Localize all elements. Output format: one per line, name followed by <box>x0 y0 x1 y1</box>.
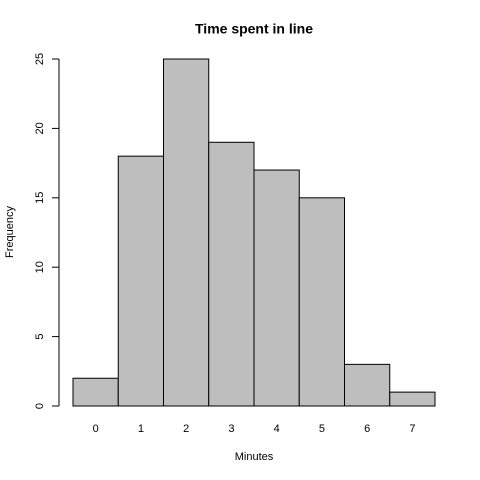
bar <box>117 155 164 407</box>
x-tick-label: 3 <box>228 423 234 435</box>
y-tick-label: 25 <box>34 53 46 65</box>
bar <box>298 197 345 407</box>
x-tick-label: 7 <box>409 423 415 435</box>
x-tick-label: 6 <box>364 423 370 435</box>
y-axis-label: Frequency <box>4 206 16 258</box>
y-tick-label: 0 <box>34 403 46 409</box>
bar <box>344 363 391 407</box>
bar <box>163 58 210 407</box>
x-tick-label: 4 <box>274 423 280 435</box>
x-tick-label: 2 <box>183 423 189 435</box>
x-tick-label: 0 <box>93 423 99 435</box>
chart-title: Time spent in line <box>195 21 313 37</box>
y-tick-label: 20 <box>34 122 46 134</box>
y-tick-label: 15 <box>34 192 46 204</box>
y-tick-label: 10 <box>34 261 46 273</box>
x-tick-label: 1 <box>138 423 144 435</box>
bar <box>389 391 436 407</box>
x-tick-label: 5 <box>319 423 325 435</box>
y-tick-label: 5 <box>34 334 46 340</box>
bar <box>72 377 119 407</box>
bar <box>253 169 300 407</box>
x-axis-label: Minutes <box>235 451 274 463</box>
bar <box>208 141 255 407</box>
